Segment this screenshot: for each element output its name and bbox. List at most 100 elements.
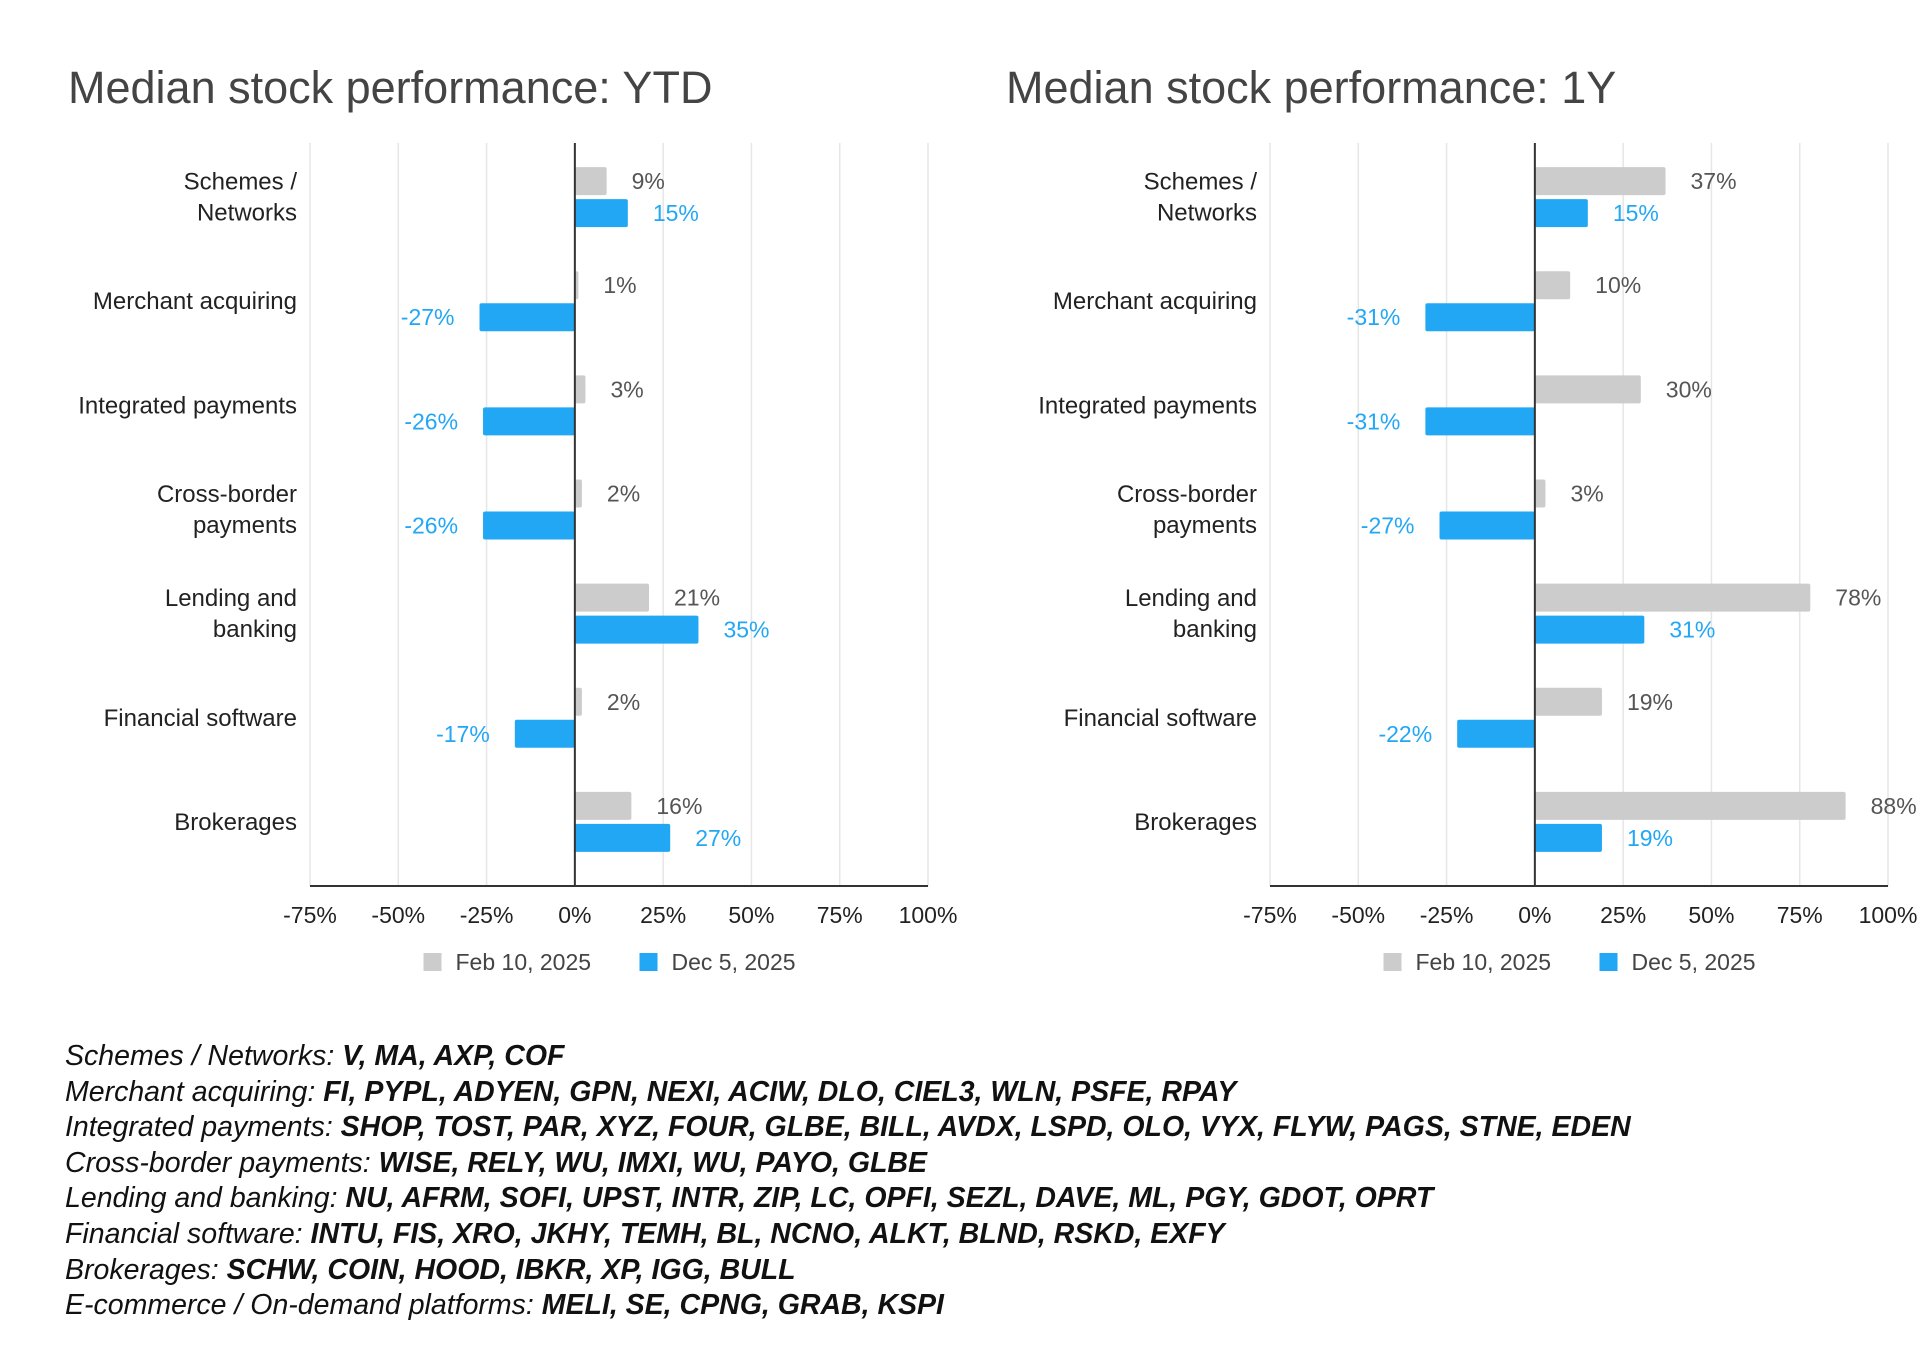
bar-feb-10-2025 <box>574 791 632 820</box>
bar-feb-10-2025 <box>1534 271 1571 300</box>
legend-item-dec-5-2025: Dec 5, 2025 <box>639 949 796 975</box>
x-tick-label: 50% <box>728 902 774 928</box>
bar-dec-5-2025 <box>574 615 699 644</box>
bar-feb-10-2025 <box>1534 479 1546 508</box>
note-tickers: NU, AFRM, SOFI, UPST, INTR, ZIP, LC, OPF… <box>345 1182 1434 1215</box>
bar-dec-5-2025 <box>483 407 575 436</box>
bar-dec-5-2025 <box>483 511 575 540</box>
x-tick-label: 25% <box>1600 902 1646 928</box>
bar-dec-5-2025 <box>1425 407 1535 436</box>
category-label: Integrated payments <box>1038 392 1257 419</box>
x-tick-label: -50% <box>371 902 425 928</box>
bar-feb-10-2025 <box>1534 375 1641 404</box>
legend-label: Dec 5, 2025 <box>1632 949 1756 975</box>
data-label: 1% <box>603 272 636 298</box>
bar-dec-5-2025 <box>1534 199 1588 228</box>
bar-dec-5-2025 <box>574 199 628 228</box>
note-tickers: V, MA, AXP, COF <box>342 1040 565 1072</box>
bar-feb-10-2025 <box>574 687 582 716</box>
data-label: 35% <box>723 617 769 643</box>
note-label: Schemes / Networks: <box>65 1040 343 1072</box>
x-tick-label: 25% <box>640 902 686 928</box>
data-label: 2% <box>607 689 640 715</box>
ticker-notes: Schemes / Networks: V, MA, AXP, COF Merc… <box>65 1039 1631 1324</box>
chart-1y: 37% 15% Schemes / Networks 10% -31% Merchant a… <box>1038 143 1918 975</box>
data-label: -31% <box>1347 408 1401 434</box>
data-label: 2% <box>607 481 640 507</box>
legend-swatch <box>1383 953 1402 971</box>
category-label: Merchant acquiring <box>93 288 297 315</box>
category-label: Lending and banking <box>1125 585 1257 643</box>
data-label: -26% <box>404 513 458 539</box>
bar-dec-5-2025 <box>1457 719 1535 748</box>
note-label: Integrated payments: <box>65 1111 341 1144</box>
note-tickers: MELI, SE, CPNG, GRAB, KSPI <box>541 1289 944 1322</box>
category-label-line: Merchant acquiring <box>1053 288 1257 315</box>
x-tick-label: 100% <box>1859 902 1918 928</box>
category-label-line: Cross-border <box>1117 481 1257 508</box>
bar-feb-10-2025 <box>574 479 582 508</box>
category-label: Brokerages <box>1134 809 1257 836</box>
data-label: 27% <box>695 825 741 851</box>
category-label-line: Networks <box>1157 200 1257 227</box>
bar-feb-10-2025 <box>1534 583 1811 612</box>
data-label: -27% <box>401 304 455 330</box>
note-line: Schemes / Networks: V, MA, AXP, COF <box>65 1039 1631 1075</box>
data-label: 31% <box>1669 617 1715 643</box>
note-tickers: SCHW, COIN, HOOD, IBKR, XP, IGG, BULL <box>226 1253 796 1286</box>
legend-swatch <box>423 953 442 971</box>
data-label: -31% <box>1347 304 1401 330</box>
data-label: 19% <box>1627 689 1673 715</box>
data-label: 15% <box>653 200 699 226</box>
category-label-line: Brokerages <box>174 809 297 836</box>
category-label-line: Lending and <box>1125 585 1257 612</box>
note-tickers: INTU, FIS, XRO, JKHY, TEMH, BL, NCNO, AL… <box>310 1217 1225 1250</box>
bar-feb-10-2025 <box>1534 167 1666 196</box>
x-tick-label: -25% <box>1420 902 1474 928</box>
bar-feb-10-2025 <box>1534 791 1846 820</box>
category-label: Cross-border payments <box>157 481 297 539</box>
category-label-line: Schemes / <box>184 169 298 196</box>
data-label: -22% <box>1378 721 1432 747</box>
bar-dec-5-2025 <box>1425 303 1535 332</box>
data-label: -26% <box>404 408 458 434</box>
category-label: Schemes / Networks <box>1144 169 1258 227</box>
x-tick-label: 50% <box>1688 902 1734 928</box>
x-tick-label: 0% <box>558 902 591 928</box>
category-label-line: Financial software <box>104 705 297 732</box>
category-label-line: Lending and <box>165 585 297 612</box>
bar-dec-5-2025 <box>1439 511 1535 540</box>
x-tick-label: -75% <box>283 902 337 928</box>
category-label: Financial software <box>104 705 297 732</box>
category-label: Brokerages <box>174 809 297 836</box>
x-tick-label: -25% <box>460 902 514 928</box>
category-label-line: banking <box>213 616 297 643</box>
data-label: 88% <box>1871 793 1917 819</box>
data-label: 16% <box>656 793 702 819</box>
category-label-line: Brokerages <box>1134 809 1257 836</box>
data-label: 15% <box>1613 200 1659 226</box>
note-line: Financial software: INTU, FIS, XRO, JKHY… <box>65 1217 1631 1253</box>
bar-feb-10-2025 <box>574 167 607 196</box>
category-label-line: Networks <box>197 200 297 227</box>
data-label: 3% <box>610 376 643 402</box>
note-label: Lending and banking: <box>65 1182 346 1215</box>
bar-feb-10-2025 <box>574 583 650 612</box>
note-label: E-commerce / On-demand platforms: <box>65 1289 542 1322</box>
bar-dec-5-2025 <box>574 823 671 852</box>
category-label: Integrated payments <box>78 392 297 419</box>
data-label: 19% <box>1627 825 1673 851</box>
chart-ytd: 9% 15% Schemes / Networks 1% -27% Merchant acq… <box>78 143 957 975</box>
data-label: 37% <box>1691 168 1737 194</box>
legend-label: Feb 10, 2025 <box>1416 949 1552 975</box>
category-label-line: Financial software <box>1064 705 1257 732</box>
data-label: 78% <box>1835 585 1881 611</box>
data-label: -27% <box>1361 513 1415 539</box>
category-label: Financial software <box>1064 705 1257 732</box>
bar-dec-5-2025 <box>1534 823 1602 852</box>
category-label-line: payments <box>1153 512 1257 539</box>
data-label: 3% <box>1570 481 1603 507</box>
x-tick-label: -50% <box>1331 902 1385 928</box>
data-label: 30% <box>1666 376 1712 402</box>
category-label: Schemes / Networks <box>184 169 298 227</box>
